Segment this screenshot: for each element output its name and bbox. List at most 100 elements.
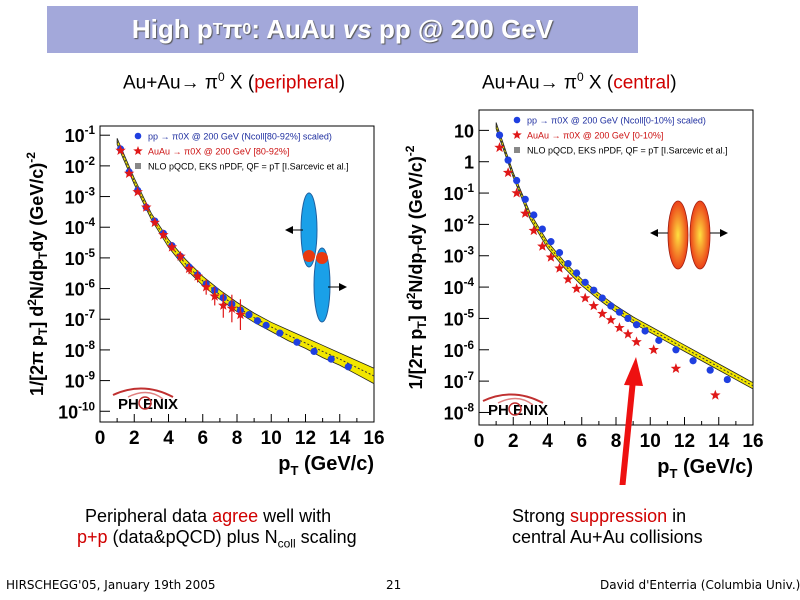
pp-data-point [344, 363, 352, 371]
left-caption-text-b: well with [258, 506, 332, 526]
pp-data-point [538, 225, 546, 233]
pp-data-point [253, 317, 262, 325]
y-tick-label: 10-3 [65, 186, 96, 208]
right-caption: Strong suppression in central Au+Au coll… [512, 506, 703, 548]
nlo-pqcd-central-line [495, 125, 754, 387]
x-tick-label: 2 [508, 431, 519, 452]
nlo-pqcd-central-line [116, 141, 375, 377]
motion-arrow-left-head [650, 229, 658, 237]
x-tick-label: 14 [708, 431, 730, 452]
phenix-logo-sun [138, 396, 152, 410]
pp-data-point [672, 346, 680, 354]
auau-data-point [132, 186, 143, 197]
right-heading-sup: 0 [576, 70, 584, 84]
x-axis-label: pT (GeV/c) [657, 456, 753, 481]
pp-data-point [573, 269, 581, 277]
pp-data-point [706, 366, 714, 374]
x-tick-label: 10 [261, 428, 282, 449]
auau-data-point [115, 145, 126, 155]
y-tick-label: 10-1 [65, 124, 96, 146]
legend: pp → π0X @ 200 GeV (Ncoll[80-92%] scaled… [133, 132, 349, 172]
title-sub: T [212, 20, 223, 38]
pp-data-point [521, 195, 529, 203]
y-tick-label: 10-4 [444, 276, 475, 298]
phenix-logo-wing-inner [497, 397, 534, 406]
pp-data-point [293, 338, 301, 346]
pp-data-point [310, 347, 318, 356]
phenix-logo-text: PH ENIX [118, 396, 178, 413]
right-caption-text-c: central Au+Au collisions [512, 527, 703, 547]
x-tick-label: 14 [329, 428, 351, 449]
auau-data-point [235, 309, 246, 320]
phenix-logo-wing [112, 387, 174, 398]
left-heading-sup: 0 [217, 70, 225, 84]
auau-data-point [670, 363, 682, 373]
y-axis-label: 1/[2π pT] d2N/dpTdy (GeV/c)-2 [403, 145, 429, 389]
y-tick-label: 1 [464, 153, 474, 173]
left-heading-close: ) [338, 72, 346, 94]
x-tick-label: 2 [129, 428, 140, 449]
legend: pp → π0X @ 200 GeV (Ncoll[0-10%] scaled)… [512, 116, 728, 156]
left-heading-highlight: peripheral [254, 72, 339, 94]
y-tick-label: 10 [454, 121, 474, 141]
legend-marker-circle [134, 132, 142, 140]
y-tick-label: 10-6 [444, 339, 475, 361]
pp-data-point [723, 375, 731, 384]
footer-left: HIRSCHEGG'05, January 19th 2005 [6, 578, 216, 592]
auau-data-point [605, 314, 617, 325]
central-collision-sketch [650, 200, 728, 270]
auau-data-point [149, 217, 160, 228]
pp-data-point [590, 286, 598, 294]
y-tick-label: 10-2 [444, 213, 475, 235]
x-axis: 0 2 4 6 8 10 12 14 16 [95, 414, 385, 449]
auau-data-point [562, 273, 574, 284]
x-tick-label: 4 [542, 431, 553, 452]
auau-data-point [597, 308, 608, 319]
pp-data-point [689, 357, 697, 365]
title-sup: 0 [242, 20, 252, 38]
nlo-pqcd-band [116, 138, 375, 385]
auau-data-point [141, 201, 152, 212]
auau-data-point [123, 168, 135, 178]
pp-data-point [276, 329, 284, 337]
legend-label: AuAu → π0X @ 200 GeV [80-92%] [148, 147, 289, 157]
title-pi: π [222, 14, 243, 44]
pp-data-point [495, 131, 504, 139]
x-tick-label: 12 [674, 431, 695, 452]
y-tick-label: 10-3 [444, 245, 475, 267]
right-heading-close: ) [670, 72, 677, 94]
legend-label: pp → π0X @ 200 GeV (Ncoll[80-92%] scaled… [148, 132, 332, 142]
x-axis: 0 2 4 6 8 10 12 14 16 [474, 417, 764, 452]
motion-arrow-right-head [339, 283, 347, 291]
left-caption-highlight: agree [212, 506, 259, 526]
legend-label: pp → π0X @ 200 GeV (Ncoll[0-10%] scaled) [527, 116, 706, 126]
y-tick-label: 10-2 [65, 155, 96, 177]
y-tick-label: 10-7 [444, 370, 474, 392]
left-caption-text-c: (data&pQCD) plus N [107, 527, 278, 547]
legend-marker-star [512, 130, 522, 139]
auau-data-point [710, 389, 721, 400]
left-caption-text-d: scaling [295, 527, 357, 547]
right-panel-heading: Au+Au→ π0 X (central) [482, 70, 677, 94]
auau-data-point [192, 270, 203, 281]
y-tick-label: 10-10 [58, 400, 95, 422]
auau-data-point [614, 322, 625, 333]
motion-arrow-right-head [720, 229, 728, 237]
auau-data-point [554, 262, 565, 273]
y-axis: 10-1 10-2 10-3 10-4 10-5 10-6 10-7 10-8 10-9 10-1… [58, 124, 110, 422]
x-tick-label: 16 [742, 431, 763, 452]
auau-data-point [200, 281, 212, 292]
y-tick-label: 10-4 [65, 216, 96, 238]
legend-marker-circle [513, 116, 521, 124]
x-tick-label: 0 [95, 428, 106, 449]
right-caption-text-b: in [667, 506, 687, 526]
right-heading-prefix: Au+Au→ π [482, 72, 577, 94]
auau-data-point [571, 283, 582, 294]
x-tick-label: 6 [576, 431, 587, 452]
x-tick-label: 16 [363, 428, 384, 449]
auau-data-point [502, 167, 514, 178]
y-axis: 10 1 10-1 10-2 10-3 10-4 10-5 10-6 10-7 10-8 [444, 121, 489, 423]
pp-data-point [262, 321, 270, 329]
auau-data-point [183, 263, 195, 274]
